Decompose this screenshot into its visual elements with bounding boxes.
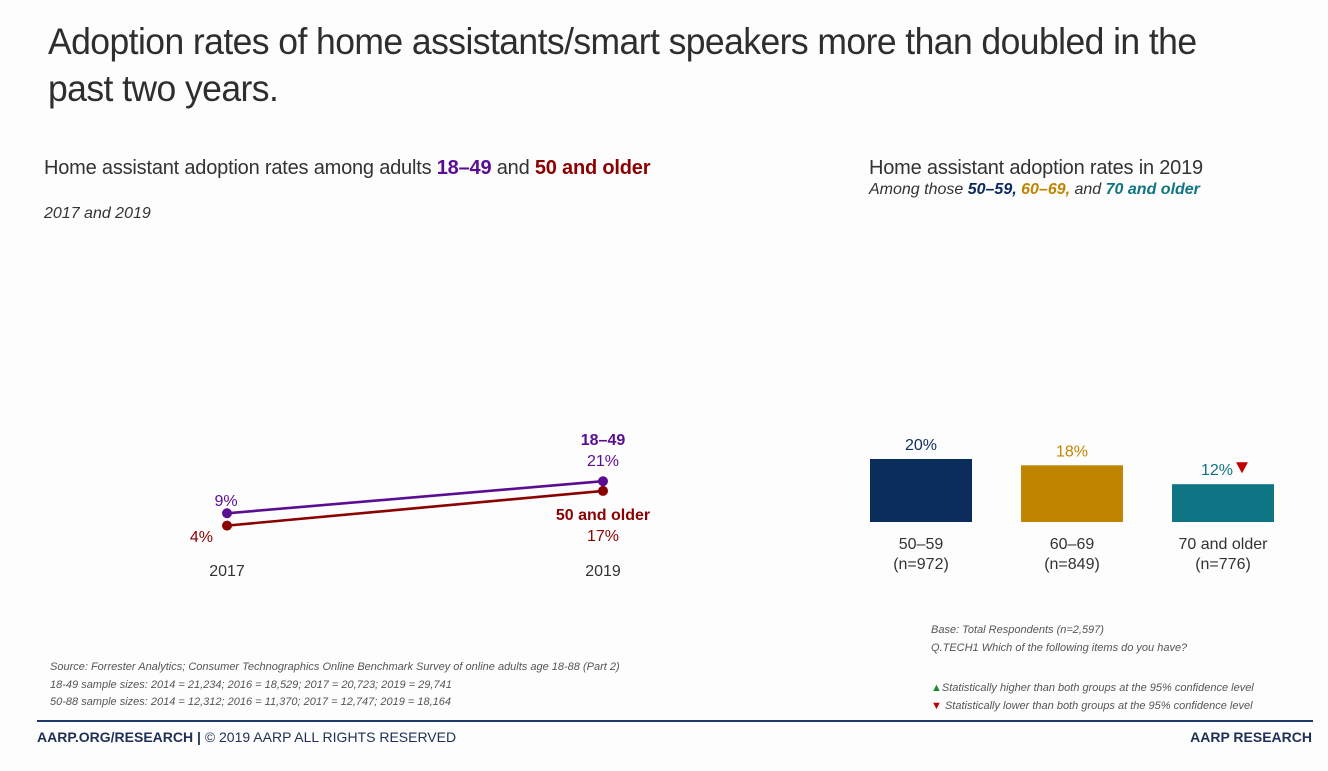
group-60-69-label: 60–69, bbox=[1021, 181, 1071, 198]
category-label: 50–59 bbox=[899, 536, 944, 553]
legend-lower-text: Statistically lower than both groups at … bbox=[941, 699, 1253, 712]
base-line: Base: Total Respondents (n=2,597) bbox=[931, 624, 1104, 636]
question-line: Q.TECH1 Which of the following items do … bbox=[931, 641, 1188, 654]
series-name-label: 50 and older bbox=[556, 507, 650, 524]
sample-50-88-line: 50-88 sample sizes: 2014 = 12,312; 2016 … bbox=[50, 696, 452, 708]
slide-title: Adoption rates of home assistants/smart … bbox=[48, 21, 1197, 109]
legend-higher: ▲Statistically higher than both groups a… bbox=[931, 680, 1254, 698]
significance-legend: ▲Statistically higher than both groups a… bbox=[931, 680, 1254, 715]
title-prefix: Home assistant adoption rates among adul… bbox=[44, 157, 437, 179]
sample-size-label: (n=776) bbox=[1195, 556, 1251, 573]
data-label: 21% bbox=[587, 453, 619, 470]
data-label: 9% bbox=[214, 493, 237, 510]
sub-prefix: Among those bbox=[869, 181, 968, 198]
data-label: 17% bbox=[587, 528, 619, 545]
title-mid: and bbox=[491, 157, 535, 179]
group-18-49-label: 18–49 bbox=[436, 157, 492, 179]
x-tick-label: 2019 bbox=[585, 563, 621, 580]
legend-higher-text: Statistically higher than both groups at… bbox=[941, 682, 1254, 694]
bar bbox=[870, 459, 972, 522]
series-line-0 bbox=[226, 479, 604, 515]
category-label: 60–69 bbox=[1050, 536, 1095, 553]
bar-value-label: 18% bbox=[1056, 443, 1088, 460]
bar bbox=[1021, 465, 1123, 522]
triangle-up-icon: ▲ bbox=[931, 682, 942, 694]
sub-mid: and bbox=[1070, 181, 1106, 198]
significance-down-icon bbox=[1236, 462, 1248, 474]
sample-size-label: (n=972) bbox=[893, 556, 949, 573]
base-notes: Base: Total Respondents (n=2,597) Q.TECH… bbox=[931, 622, 1187, 657]
series-name-label: 18–49 bbox=[581, 432, 626, 449]
footer-copyright: © 2019 AARP ALL RIGHTS RESERVED bbox=[204, 729, 457, 745]
footer-site-link[interactable]: AARP.ORG/RESEARCH bbox=[37, 729, 194, 745]
sample-size-label: (n=849) bbox=[1044, 556, 1100, 573]
bar bbox=[1172, 484, 1274, 522]
data-point bbox=[222, 508, 232, 519]
data-point bbox=[598, 485, 608, 496]
footer-brand: AARP RESEARCH bbox=[1190, 729, 1312, 745]
data-point bbox=[598, 476, 608, 487]
group-70-older-label: 70 and older bbox=[1105, 181, 1200, 198]
line-chart: 9% 4% 18–49 21% 50 and older 17% 2017 2019 bbox=[190, 432, 650, 580]
series-line-1 bbox=[226, 489, 604, 527]
bar-chart-subtitle: Among those 50–59, 60–69, and 70 and old… bbox=[869, 179, 1200, 201]
bar-value-label: 12% bbox=[1201, 462, 1233, 479]
x-tick-label: 2017 bbox=[209, 563, 245, 580]
triangle-down-icon: ▼ bbox=[931, 699, 942, 712]
bar-chart-title: Home assistant adoption rates in 2019 bbox=[869, 157, 1203, 179]
data-point bbox=[222, 520, 232, 531]
data-label: 4% bbox=[190, 529, 213, 546]
sample-18-49-line: 18-49 sample sizes: 2014 = 21,234; 2016 … bbox=[50, 678, 452, 691]
bar-chart: 20% 50–59 (n=972) 18% 60–69 (n=849) 12% 70 and … bbox=[870, 437, 1274, 573]
group-50-59-label: 50–59, bbox=[967, 181, 1017, 198]
footer-separator: | bbox=[193, 729, 205, 745]
footer-divider bbox=[37, 720, 1313, 722]
line-chart-title: Home assistant adoption rates among adul… bbox=[44, 156, 664, 180]
bar-value-label: 20% bbox=[905, 437, 937, 454]
group-50-older-label: 50 and older bbox=[534, 157, 651, 179]
footer-left: AARP.ORG/RESEARCH | © 2019 AARP ALL RIGH… bbox=[37, 729, 456, 745]
category-label: 70 and older bbox=[1179, 536, 1269, 553]
source-notes: Source: Forrester Analytics; Consumer Te… bbox=[50, 659, 620, 712]
source-line: Source: Forrester Analytics; Consumer Te… bbox=[50, 661, 620, 673]
line-chart-subtitle: 2017 and 2019 bbox=[44, 205, 151, 222]
legend-lower: ▼ Statistically lower than both groups a… bbox=[931, 698, 1254, 716]
